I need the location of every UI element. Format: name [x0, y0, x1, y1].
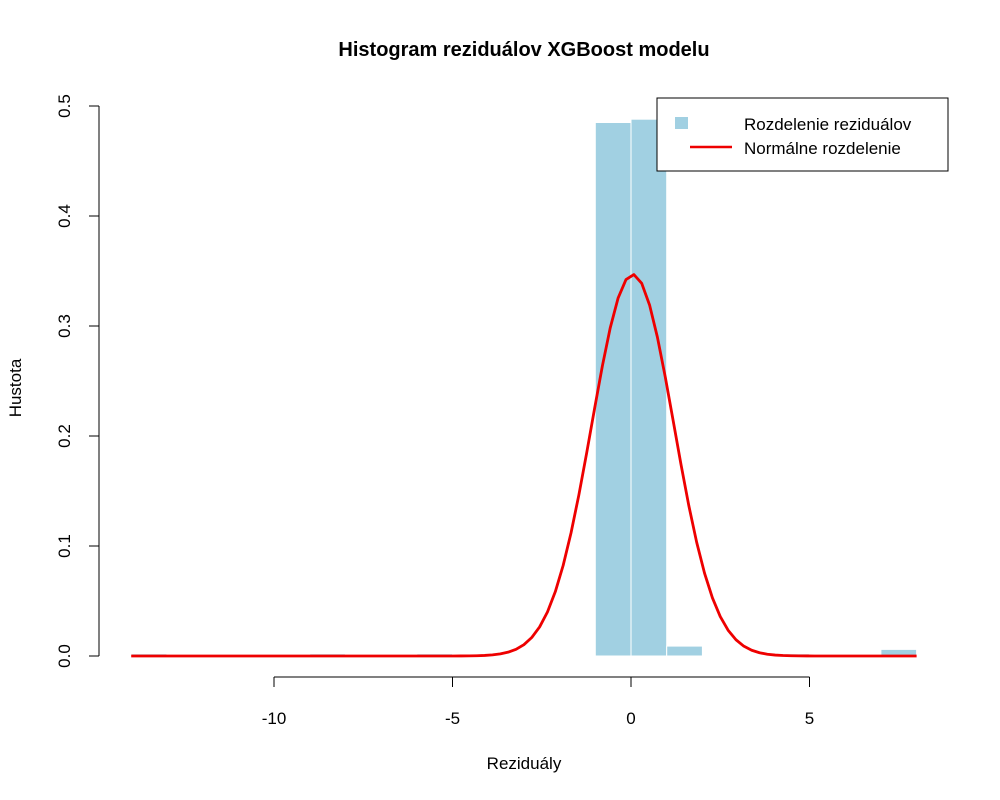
y-axis: 0.0 0.1 0.2 0.3 0.4 0.5	[55, 94, 100, 668]
normal-curve	[131, 273, 917, 658]
legend-box	[656, 97, 949, 172]
histogram-bar-5	[666, 645, 703, 657]
y-tick-label: 0.0	[55, 644, 74, 668]
histogram-bars	[130, 118, 918, 657]
legend: Rozdelenie reziduálov Normálne rozdeleni…	[656, 97, 949, 172]
histogram-bar-3	[594, 122, 632, 657]
chart-title: Histogram reziduálov XGBoost modelu	[338, 39, 709, 61]
x-axis-label: Reziduály	[487, 754, 562, 773]
y-axis-label: Hustota	[6, 358, 25, 417]
x-tick-label: 5	[805, 709, 814, 728]
y-tick-label: 0.5	[55, 94, 74, 118]
x-axis: -10 -5 0 5	[262, 676, 814, 728]
y-tick-label: 0.3	[55, 314, 74, 338]
legend-swatch-bars	[675, 117, 688, 129]
y-tick-label: 0.4	[55, 204, 74, 228]
x-tick-label: 0	[626, 709, 635, 728]
normal-curve-layer	[131, 273, 917, 658]
histogram-bar-4	[630, 118, 668, 657]
legend-label-bars: Rozdelenie reziduálov	[744, 115, 912, 134]
legend-label-curve: Normálne rozdelenie	[744, 139, 901, 158]
y-tick-label: 0.2	[55, 424, 74, 448]
x-tick-label: -10	[262, 709, 287, 728]
x-tick-label: -5	[445, 709, 460, 728]
y-tick-label: 0.1	[55, 534, 74, 558]
